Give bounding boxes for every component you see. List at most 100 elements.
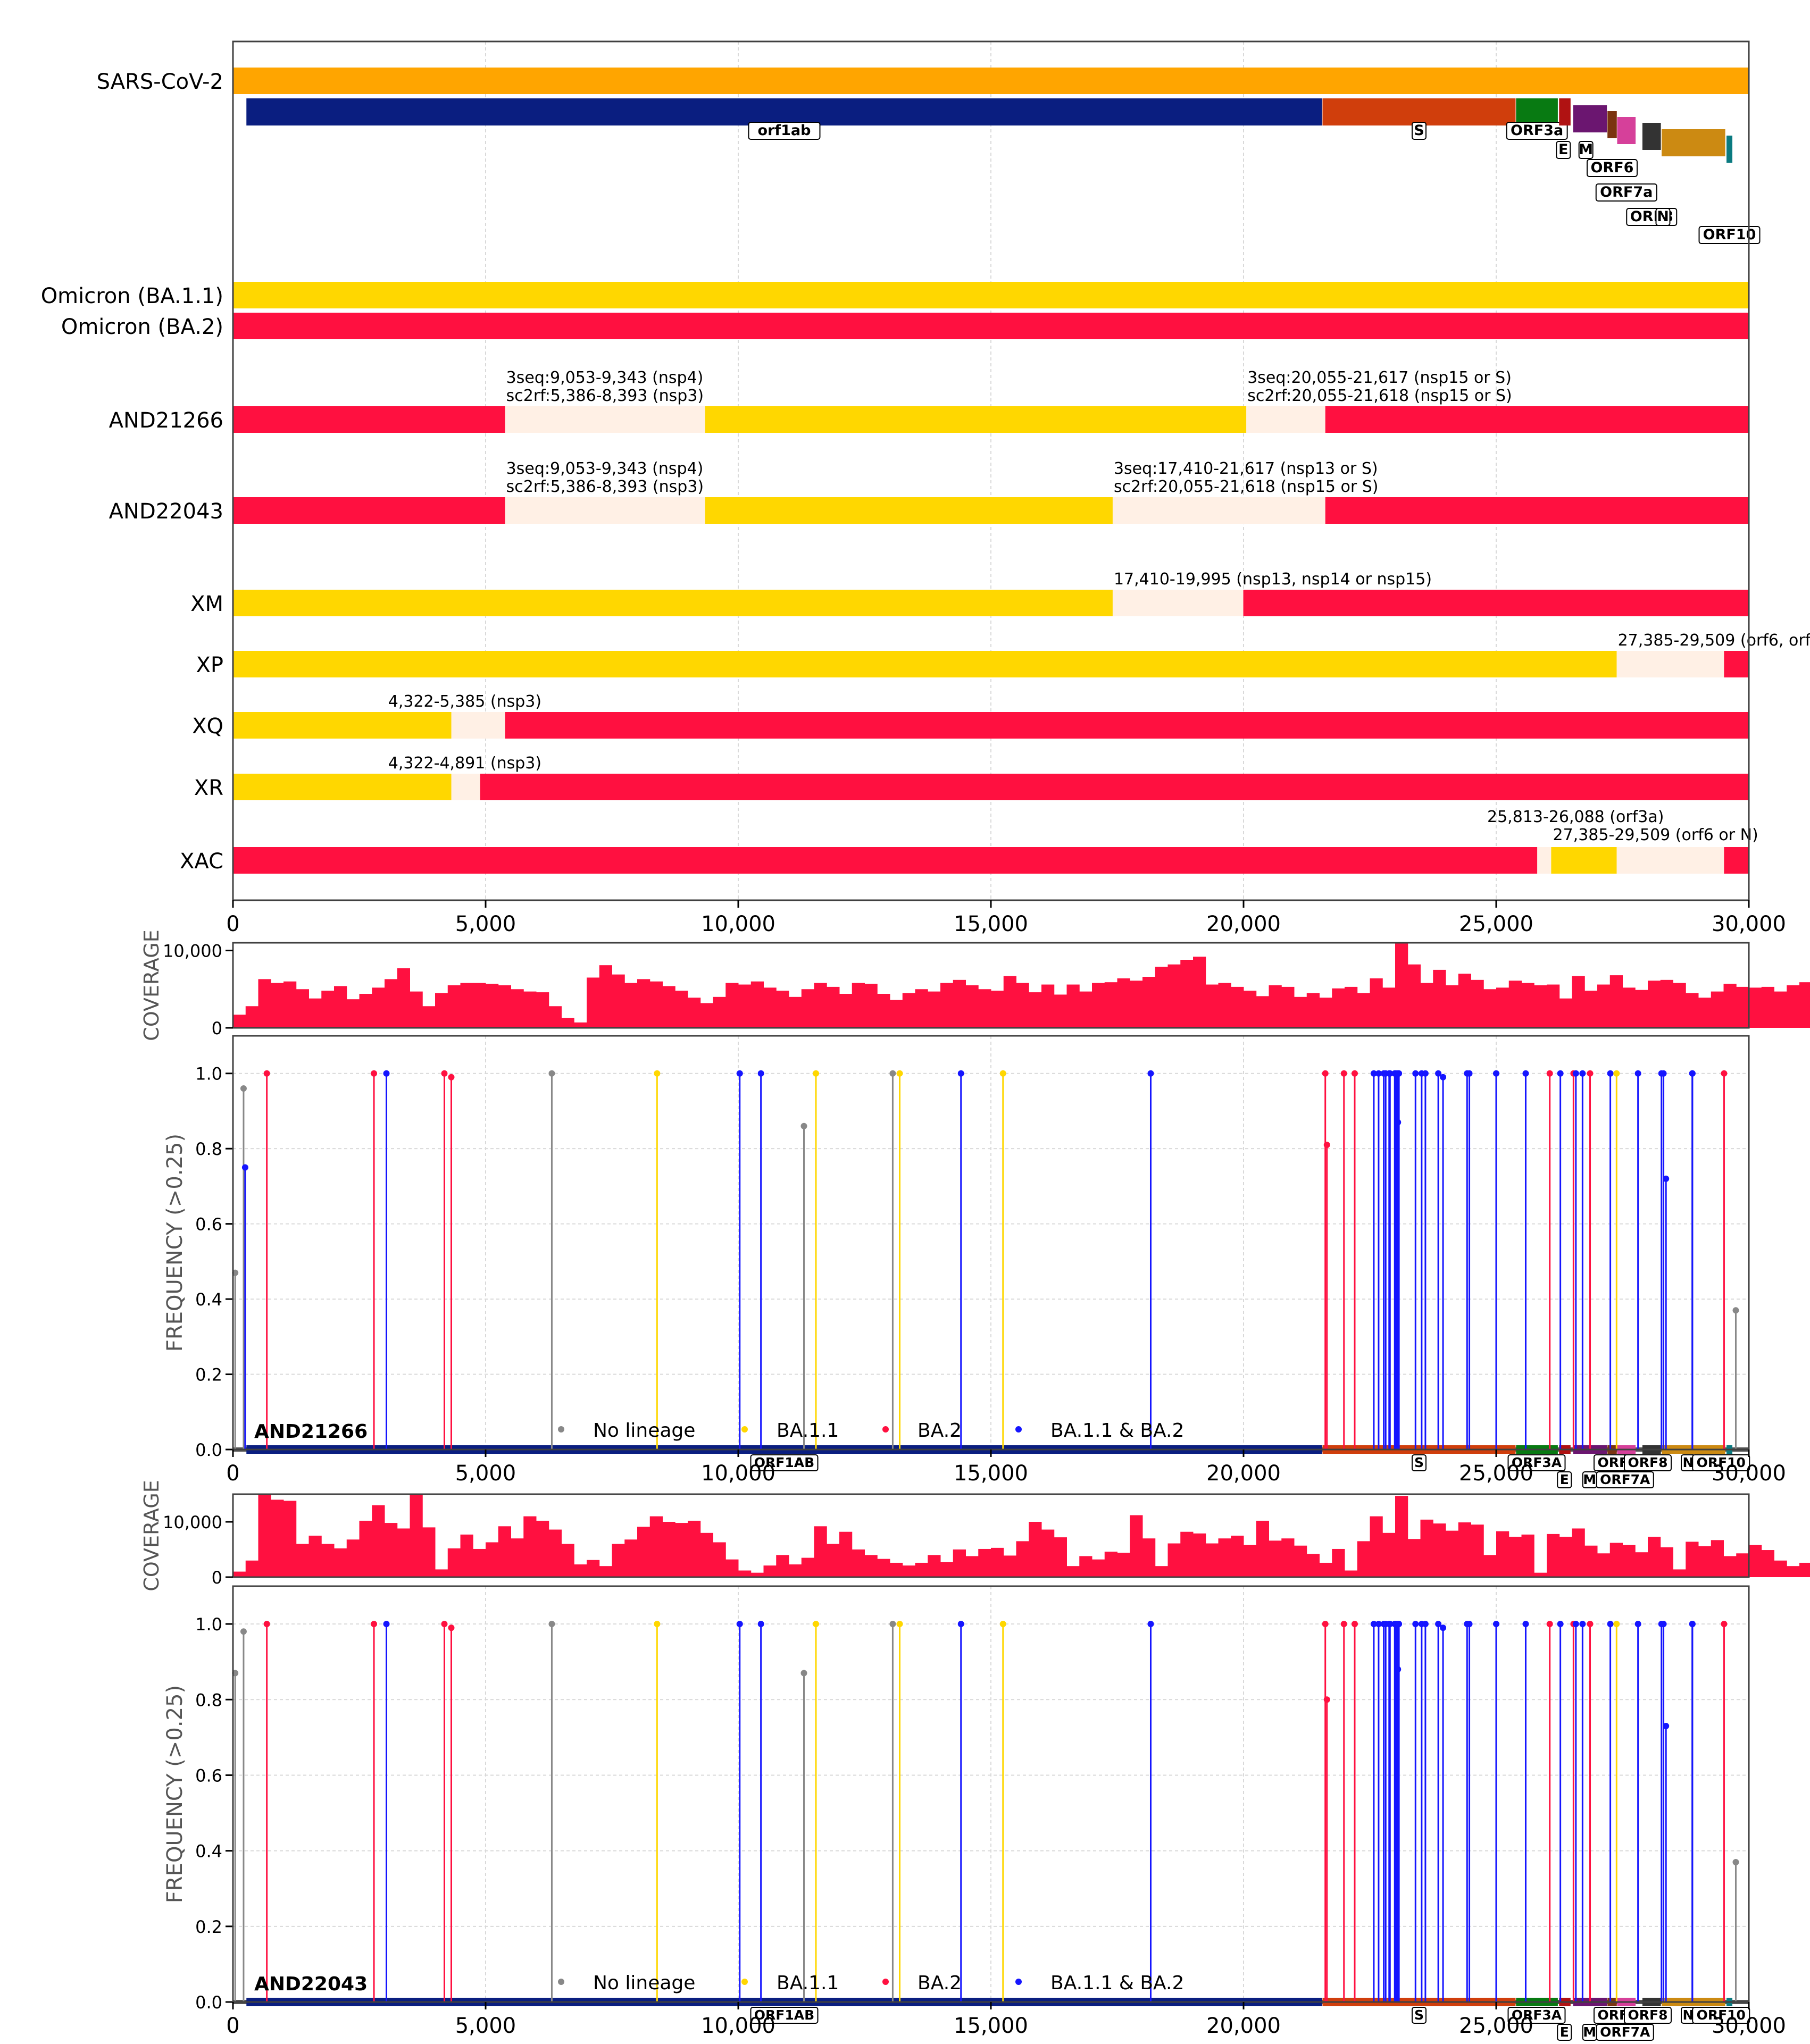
coverage-bar [359, 1520, 372, 1577]
mutation-point [371, 1070, 378, 1077]
coverage-bar [1521, 1534, 1534, 1577]
mutation-point [548, 1070, 555, 1077]
coverage-bar [1155, 1566, 1168, 1577]
x-tick-label: 15,000 [954, 1461, 1028, 1486]
gene-label-box [1596, 1471, 1654, 1488]
coverage-bar [852, 983, 865, 1028]
coverage-bar [1104, 1552, 1117, 1577]
gene-label-box [1624, 1454, 1672, 1471]
breakpoint-annotation: sc2rf:5,386-8,393 (nsp3) [506, 478, 704, 496]
x-tick-label: 5,000 [455, 1461, 516, 1486]
coverage-bar [675, 1523, 688, 1577]
coverage-bar [1205, 1543, 1219, 1577]
mutation-point [1440, 1624, 1447, 1631]
coverage-bar [1294, 996, 1307, 1028]
coverage-bar [245, 1006, 258, 1028]
track-label: XAC [180, 849, 223, 874]
y-tick-label: 0 [212, 1568, 222, 1588]
gene-label: E [1560, 2024, 1569, 2040]
y-tick-label: 0.4 [195, 1289, 222, 1310]
y-axis-label: FREQUENCY (>0.25) [163, 1134, 187, 1352]
mutation-point [1422, 1070, 1429, 1077]
coverage-bar [574, 1564, 587, 1577]
coverage-bar [814, 983, 827, 1028]
x-tick-label: 10,000 [701, 1461, 775, 1486]
lineage-segment-uncertain [1537, 847, 1552, 874]
coverage-bar [877, 1559, 890, 1577]
y-tick-label: 1.0 [195, 1064, 222, 1084]
gene-label-box [1655, 208, 1671, 226]
mutation-point [654, 1070, 661, 1077]
lineage-segment-ba-1-1 [233, 282, 1749, 308]
lineage-segment-uncertain [505, 497, 705, 524]
coverage-bar [649, 1516, 663, 1577]
coverage-bar [1660, 979, 1673, 1028]
lineage-segment-ba-2 [1325, 497, 1749, 524]
lineage-segment-ba-1-1 [233, 774, 452, 800]
coverage-bar [1508, 1537, 1522, 1577]
coverage-bar [1167, 1543, 1181, 1577]
lineage-segment-uncertain [505, 406, 705, 433]
coverage-bar [1609, 1543, 1623, 1577]
coverage-bar [1256, 1520, 1269, 1577]
lineage-segment-ba-1-1 [233, 651, 1617, 677]
coverage-bar [498, 985, 511, 1028]
mutation-point [1660, 1621, 1667, 1628]
mutation-point [1732, 1307, 1739, 1314]
coverage-bar [1079, 1556, 1092, 1577]
coverage-bar [1673, 983, 1686, 1028]
coverage-bar [1357, 993, 1370, 1028]
mutation-point [813, 1070, 820, 1077]
breakpoint-annotation: 27,385-29,509 (orf6, orf7ab, orf8 or N) [1618, 631, 1810, 650]
lineage-segment-ba-2 [233, 406, 505, 433]
coverage-bar [435, 1569, 448, 1577]
mutation-point [263, 1621, 270, 1628]
coverage-bar [801, 989, 814, 1028]
lineage-segment-ba-2 [1243, 590, 1749, 616]
coverage-bar [422, 1006, 436, 1028]
coverage-bar [1041, 984, 1055, 1028]
mutation-point [999, 1621, 1006, 1628]
x-tick-label: 25,000 [1459, 2014, 1533, 2038]
gene-label-box [1698, 226, 1761, 244]
coverage-bar [599, 1566, 612, 1577]
coverage-bar [1357, 1541, 1370, 1577]
coverage-bar [1092, 1559, 1105, 1577]
gene-label: N [1657, 208, 1669, 225]
coverage-bar [1218, 1538, 1231, 1577]
lineage-segment-ba-2 [1724, 651, 1749, 677]
coverage-bar [346, 999, 360, 1028]
coverage-bar [725, 1559, 739, 1577]
coverage-bar [1483, 1555, 1497, 1577]
coverage-bar [1686, 993, 1699, 1028]
gene-label: S [1414, 1455, 1424, 1470]
mutation-point [1352, 1621, 1358, 1628]
coverage-bar [864, 1555, 878, 1577]
mutation-point [999, 1070, 1006, 1077]
coverage-bar [713, 996, 726, 1028]
coverage-bar [599, 965, 612, 1028]
mutation-point [1340, 1070, 1347, 1077]
coverage-bar [473, 983, 486, 1028]
x-tick-label: 15,000 [954, 2014, 1028, 2038]
legend-label: BA.1.1 [777, 1420, 839, 1442]
lineage-segment-ba-1-1 [233, 590, 1113, 616]
track-label-reference: SARS-CoV-2 [97, 70, 223, 94]
coverage-bar [700, 1532, 713, 1577]
mutation-point [548, 1621, 555, 1628]
x-tick-label: 20,000 [1206, 2014, 1281, 2038]
mutation-point [1587, 1070, 1594, 1077]
mutation-point [889, 1070, 896, 1077]
breakpoint-annotation: 17,410-19,995 (nsp13, nsp14 or nsp15) [1114, 570, 1432, 589]
y-tick-label: 0.6 [195, 1214, 222, 1235]
lineage-segment-uncertain [451, 774, 480, 800]
coverage-bar [1306, 993, 1320, 1028]
y-axis-label: COVERAGE [140, 929, 163, 1041]
coverage-bar [447, 1548, 461, 1577]
gene-box-orf8 [1642, 123, 1661, 150]
mutation-point [448, 1074, 455, 1080]
coverage-bar [1016, 983, 1029, 1028]
y-tick-label: 0.6 [195, 1765, 222, 1786]
coverage-bar [1433, 1523, 1446, 1577]
coverage-bar [713, 1542, 726, 1577]
